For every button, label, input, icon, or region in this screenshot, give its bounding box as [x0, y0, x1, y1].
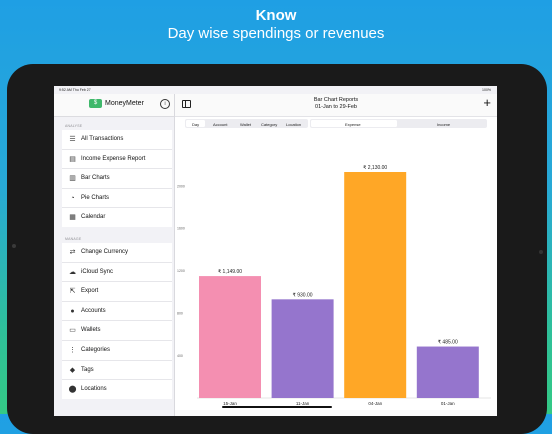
app-name: MoneyMeter [105, 100, 144, 107]
page-title: Bar Chart Reports [313, 97, 359, 103]
bar-value-label: ₹ 930.00 [293, 292, 313, 298]
group-by-segment: Day Account Wallet Category Location [185, 119, 308, 128]
sidebar-item-income-expense-report[interactable]: ▤ Income Expense Report [62, 150, 172, 170]
segment-account[interactable]: Account [213, 121, 228, 127]
x-tick-label: 04-Jan [368, 401, 382, 406]
analyse-group: ☰ All Transactions ▤ Income Expense Report ▥… [62, 130, 172, 227]
report-icon: ▤ [69, 155, 76, 163]
sidebar-item-change-currency[interactable]: ⇄ Change Currency [62, 243, 172, 263]
app-logo-icon: $ [89, 99, 102, 108]
bar-value-label: ₹ 2,130.00 [363, 165, 387, 171]
type-segment: Expense Income [310, 119, 487, 128]
cloud-icon: ☁ [69, 268, 76, 276]
y-tick-label: 1200 [177, 269, 185, 273]
segment-wallet[interactable]: Wallet [240, 121, 251, 127]
info-icon[interactable]: i [160, 99, 170, 109]
segment-selection [186, 120, 205, 127]
categories-icon: ⋮ [69, 346, 76, 354]
bar [344, 172, 407, 398]
battery-indicator: 100% [482, 88, 491, 92]
sidebar-item-label: Wallets [81, 327, 101, 334]
sidebar-item-wallets[interactable]: ▭ Wallets [62, 321, 172, 341]
bar [199, 276, 261, 398]
nav-title-block: Bar Chart Reports 01-Jan to 29-Feb [175, 97, 497, 110]
status-time: 9:52 AM Thu Feb 27 [59, 88, 91, 92]
type-segment-selection [311, 120, 397, 127]
sidebar-item-icloud-sync[interactable]: ☁ iCloud Sync [62, 263, 172, 283]
sidebar-item-export[interactable]: ⇱ Export [62, 282, 172, 302]
sidebar-item-label: Bar Charts [81, 175, 110, 182]
sensor [539, 250, 543, 254]
bar-value-label: ₹ 485.00 [438, 340, 458, 346]
sidebar-item-tags[interactable]: ◆ Tags [62, 361, 172, 381]
y-tick-label: 2000 [177, 184, 185, 188]
x-tick-label: 11-Jan [296, 401, 310, 406]
segment-location[interactable]: Location [286, 121, 302, 127]
main-content: Bar Chart Reports 01-Jan to 29-Feb + Day… [175, 94, 497, 416]
sidebar-item-label: iCloud Sync [81, 268, 114, 275]
list-icon: ☰ [69, 136, 76, 143]
bar-value-label: ₹ 1,149.00 [218, 269, 242, 275]
sidebar-item-label: Pie Charts [81, 194, 110, 201]
sidebar-item-label: Accounts [81, 307, 106, 314]
camera [12, 244, 16, 248]
sidebar: $ MoneyMeter i ANALYSE ☰ All Transactions… [54, 94, 175, 416]
location-icon: ⬤ [68, 386, 77, 394]
sidebar-item-bar-charts[interactable]: ▥ Bar Charts [62, 169, 172, 189]
sidebar-item-label: Change Currency [81, 249, 129, 255]
add-button[interactable]: + [483, 95, 491, 110]
sidebar-header: $ MoneyMeter i [54, 94, 174, 117]
segment-income[interactable]: Income [437, 121, 451, 127]
segment-expense[interactable]: Expense [345, 121, 361, 127]
sidebar-item-label: Income Expense Report [81, 155, 146, 162]
bar [416, 346, 479, 398]
sidebar-item-locations[interactable]: ⬤ Locations [62, 380, 172, 399]
y-tick-label: 800 [177, 312, 183, 316]
segment-day[interactable]: Day [192, 121, 200, 127]
export-icon: ⇱ [69, 288, 76, 296]
app-screen: 9:52 AM Thu Feb 27 100% $ MoneyMeter i A… [54, 86, 497, 416]
promo-title: Know [255, 7, 297, 24]
section-label-analyse: ANALYSE [65, 124, 83, 128]
x-tick-label: 01-Jan [441, 401, 455, 406]
manage-group: ⇄ Change Currency ☁ iCloud Sync ⇱ Export ● Acco… [62, 243, 172, 399]
sidebar-item-label: Export [81, 288, 99, 295]
home-indicator [222, 406, 332, 408]
tag-icon: ◆ [69, 366, 76, 374]
currency-icon: ⇄ [69, 249, 76, 256]
promo-subtitle: Day wise spendings or revenues [167, 25, 385, 42]
sidebar-item-categories[interactable]: ⋮ Categories [62, 341, 172, 361]
sidebar-item-label: All Transactions [81, 136, 124, 142]
sidebar-item-pie-charts[interactable]: ◔ Pie Charts [62, 189, 172, 209]
segment-category[interactable]: Category [261, 121, 278, 127]
nav-bar: Bar Chart Reports 01-Jan to 29-Feb + [175, 94, 497, 117]
sidebar-item-all-transactions[interactable]: ☰ All Transactions [62, 130, 172, 150]
bottom-bar [175, 410, 497, 416]
sidebar-item-label: Calendar [81, 214, 106, 221]
sidebar-item-label: Tags [81, 366, 94, 373]
accounts-icon: ● [70, 307, 75, 315]
calendar-icon: ▦ [69, 214, 76, 222]
bar [271, 299, 334, 398]
status-bar: 9:52 AM Thu Feb 27 100% [54, 86, 497, 94]
pie-chart-icon: ◔ [70, 194, 75, 202]
sidebar-item-label: Locations [81, 386, 107, 393]
x-tick-label: 15-Jan [223, 401, 237, 406]
sidebar-item-calendar[interactable]: ▦ Calendar [62, 208, 172, 227]
section-label-manage: MANAGE [65, 237, 82, 241]
bar-chart-icon: ▥ [69, 175, 76, 183]
y-tick-label: 1600 [177, 227, 185, 231]
wallet-icon: ▭ [69, 327, 76, 335]
sidebar-toggle-icon[interactable] [182, 100, 191, 108]
date-range: 01-Jan to 29-Feb [315, 103, 357, 110]
sidebar-item-accounts[interactable]: ● Accounts [62, 302, 172, 322]
y-tick-label: 400 [177, 354, 183, 358]
sidebar-item-label: Categories [81, 346, 111, 353]
bar-chart: 400 800 1200 1600 2000 ₹ 1,149.00 15-Jan ₹ 930.… [177, 165, 491, 406]
